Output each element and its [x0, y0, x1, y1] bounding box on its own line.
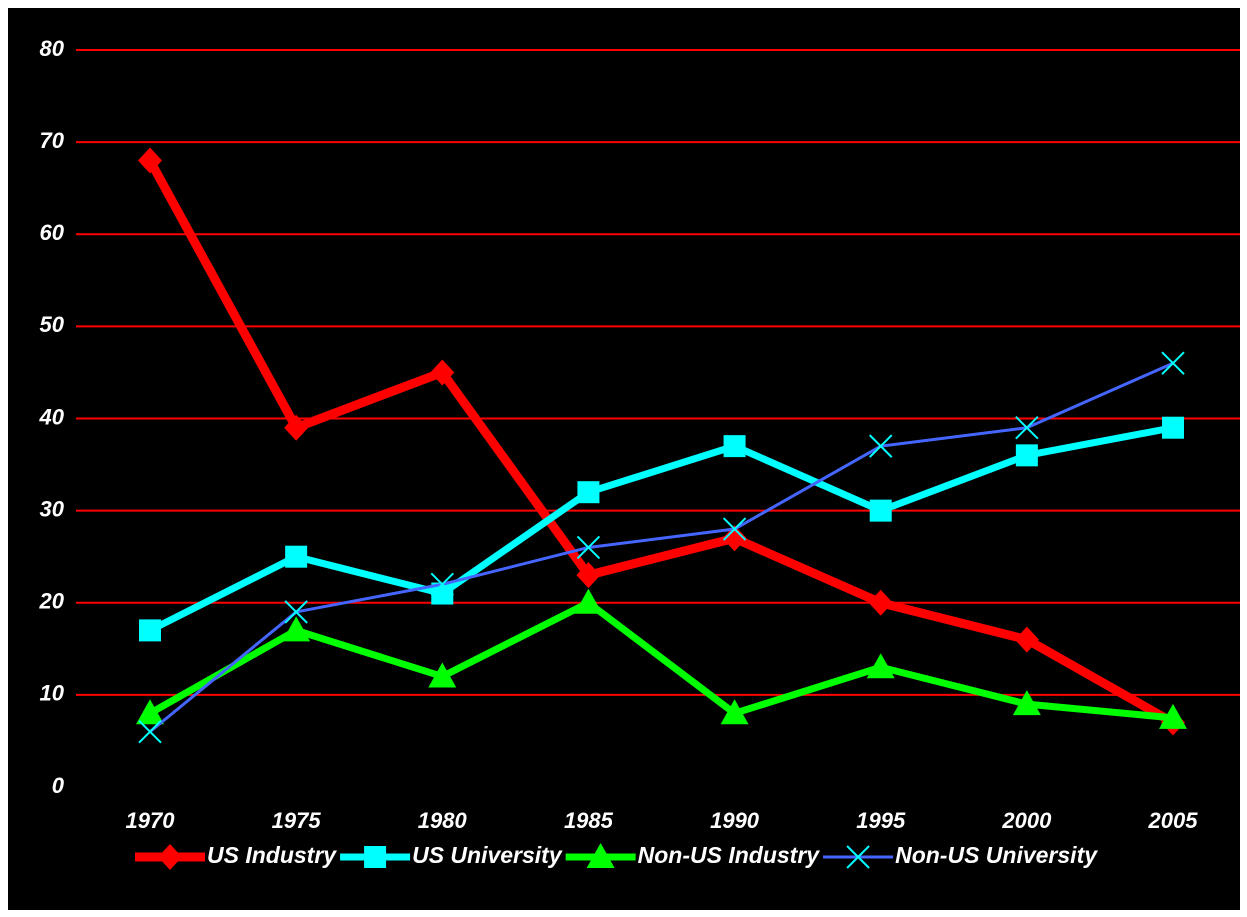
y-tick-label: 30	[40, 496, 65, 521]
marker	[158, 844, 182, 870]
marker	[576, 562, 601, 589]
y-tick-label: 60	[40, 220, 65, 245]
y-tick-label: 20	[39, 589, 65, 614]
marker	[869, 499, 892, 522]
marker	[722, 525, 747, 552]
marker	[846, 845, 870, 869]
marker	[722, 517, 747, 541]
marker	[869, 434, 893, 458]
x-tick-label: 1985	[564, 808, 614, 833]
marker	[866, 653, 895, 679]
marker	[284, 414, 309, 441]
marker	[1012, 690, 1041, 716]
legend-label: US University	[412, 842, 563, 868]
legend-item: Non-US University	[823, 842, 1098, 869]
legend-item: US Industry	[135, 842, 337, 870]
series-line	[146, 158, 1176, 727]
marker	[1162, 416, 1184, 439]
y-tick-label: 50	[40, 312, 65, 337]
marker	[138, 147, 162, 174]
marker	[577, 481, 600, 504]
y-tick-label: 80	[40, 36, 65, 61]
y-tick-label: 70	[40, 128, 65, 153]
x-tick-label: 1995	[856, 808, 906, 833]
x-tick-label: 1970	[126, 808, 176, 833]
marker	[1015, 416, 1039, 440]
legend-label: Non-US University	[895, 842, 1098, 868]
series	[139, 416, 1184, 642]
legend-item: US University	[340, 842, 563, 868]
x-tick-label: 2000	[1001, 808, 1052, 833]
marker	[868, 589, 893, 616]
marker	[139, 619, 161, 642]
y-tick-label: 10	[40, 681, 65, 706]
x-tick-label: 1980	[418, 808, 468, 833]
y-tick-label: 0	[52, 773, 65, 798]
marker	[576, 535, 601, 560]
series	[136, 588, 1187, 729]
legend-item: Non-US Industry	[565, 842, 821, 868]
marker	[430, 359, 455, 386]
marker	[1161, 351, 1185, 375]
marker	[720, 699, 749, 725]
series	[138, 147, 1185, 736]
marker	[1015, 444, 1038, 467]
marker	[586, 843, 615, 868]
marker	[1159, 703, 1187, 729]
marker	[138, 720, 162, 744]
marker	[574, 588, 603, 614]
marker	[428, 662, 457, 688]
series-line	[148, 599, 1174, 722]
marker	[430, 572, 454, 597]
series	[138, 351, 1185, 744]
x-tick-label: 1975	[272, 808, 322, 833]
series-line	[149, 361, 1174, 733]
marker	[1014, 626, 1039, 653]
x-tick-label: 2005	[1148, 808, 1199, 833]
legend-label: US Industry	[207, 842, 337, 868]
legend-label: Non-US Industry	[638, 842, 821, 868]
marker	[284, 600, 308, 624]
marker	[136, 699, 164, 725]
chart-background	[8, 8, 1240, 910]
marker	[285, 545, 308, 568]
marker	[282, 616, 311, 642]
marker	[364, 846, 387, 868]
series-line	[148, 424, 1174, 634]
x-tick-label: 1990	[710, 808, 760, 833]
marker	[723, 435, 746, 458]
marker	[431, 582, 454, 605]
y-tick-label: 40	[39, 404, 65, 429]
